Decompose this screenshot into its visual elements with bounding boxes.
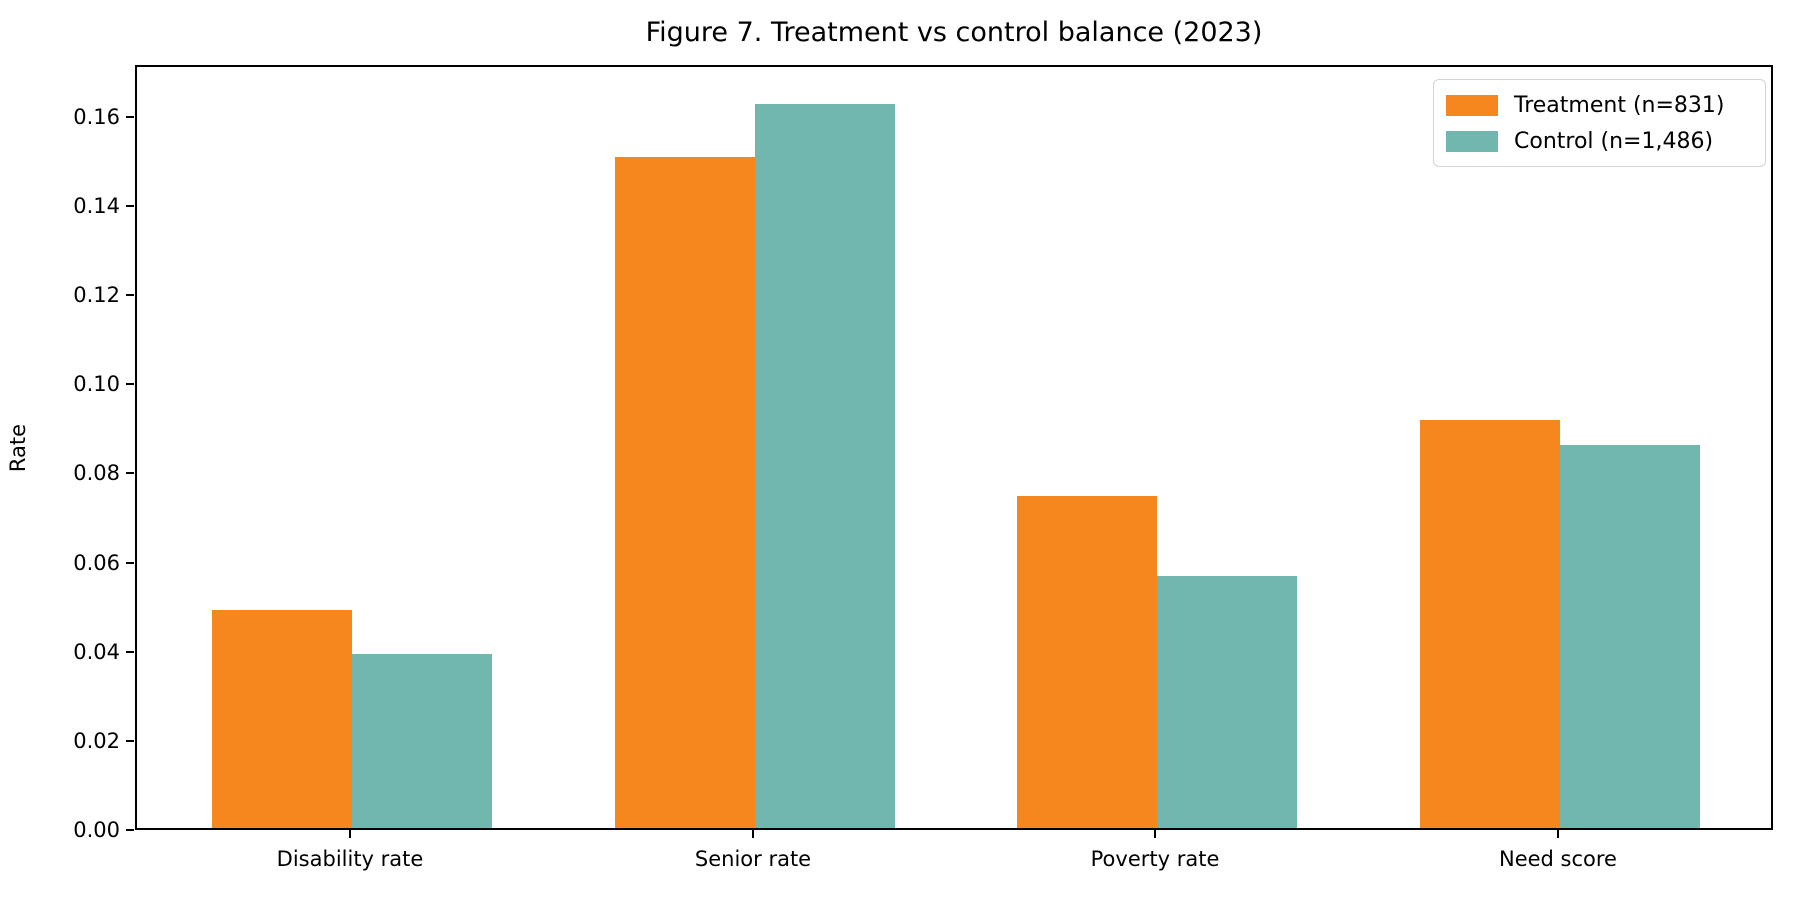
legend-label-control: Control (n=1,486) — [1514, 128, 1714, 154]
x-tick-mark — [1154, 830, 1156, 838]
plot-area — [135, 65, 1773, 830]
y-tick-label-0-08: 0.08 — [73, 461, 120, 485]
y-tick-mark — [126, 116, 134, 118]
x-tick-mark — [1557, 830, 1559, 838]
x-tick-mark — [349, 830, 351, 838]
y-tick-mark — [126, 651, 134, 653]
y-tick-label-0-06: 0.06 — [73, 551, 120, 575]
chart-title: Figure 7. Treatment vs control balance (… — [645, 17, 1263, 48]
legend: Treatment (n=831) Control (n=1,486) — [1433, 79, 1766, 167]
bar-treatment-senior-rate — [615, 157, 755, 828]
y-tick-mark — [126, 562, 134, 564]
y-tick-mark — [126, 740, 134, 742]
y-tick-label-0-16: 0.16 — [73, 105, 120, 129]
x-tick-label-poverty-rate: Poverty rate — [1090, 847, 1220, 871]
treatment-swatch-icon — [1446, 94, 1498, 116]
y-tick-mark — [126, 472, 134, 474]
bar-treatment-need-score — [1420, 420, 1560, 828]
bar-treatment-poverty-rate — [1017, 496, 1157, 828]
legend-label-treatment: Treatment (n=831) — [1514, 92, 1725, 118]
bar-control-disability-rate — [352, 654, 492, 828]
y-tick-label-0-10: 0.10 — [73, 372, 120, 396]
bar-control-senior-rate — [755, 104, 895, 828]
y-tick-label-0-14: 0.14 — [73, 194, 120, 218]
y-tick-label-0-12: 0.12 — [73, 283, 120, 307]
x-tick-label-need-score: Need score — [1499, 847, 1617, 871]
x-tick-label-senior-rate: Senior rate — [694, 847, 812, 871]
y-tick-mark — [126, 294, 134, 296]
y-tick-mark — [126, 205, 134, 207]
x-tick-label-disability-rate: Disability rate — [276, 847, 424, 871]
y-tick-label-0-02: 0.02 — [73, 729, 120, 753]
bar-control-need-score — [1560, 445, 1700, 828]
legend-item-treatment: Treatment (n=831) — [1446, 87, 1753, 123]
y-tick-label-0-00: 0.00 — [73, 818, 120, 842]
legend-item-control: Control (n=1,486) — [1446, 123, 1753, 159]
control-swatch-icon — [1446, 130, 1498, 152]
bar-treatment-disability-rate — [212, 610, 352, 828]
y-tick-label-0-04: 0.04 — [73, 640, 120, 664]
y-tick-mark — [126, 383, 134, 385]
y-tick-mark — [126, 829, 134, 831]
x-tick-mark — [752, 830, 754, 838]
bar-control-poverty-rate — [1157, 576, 1297, 828]
